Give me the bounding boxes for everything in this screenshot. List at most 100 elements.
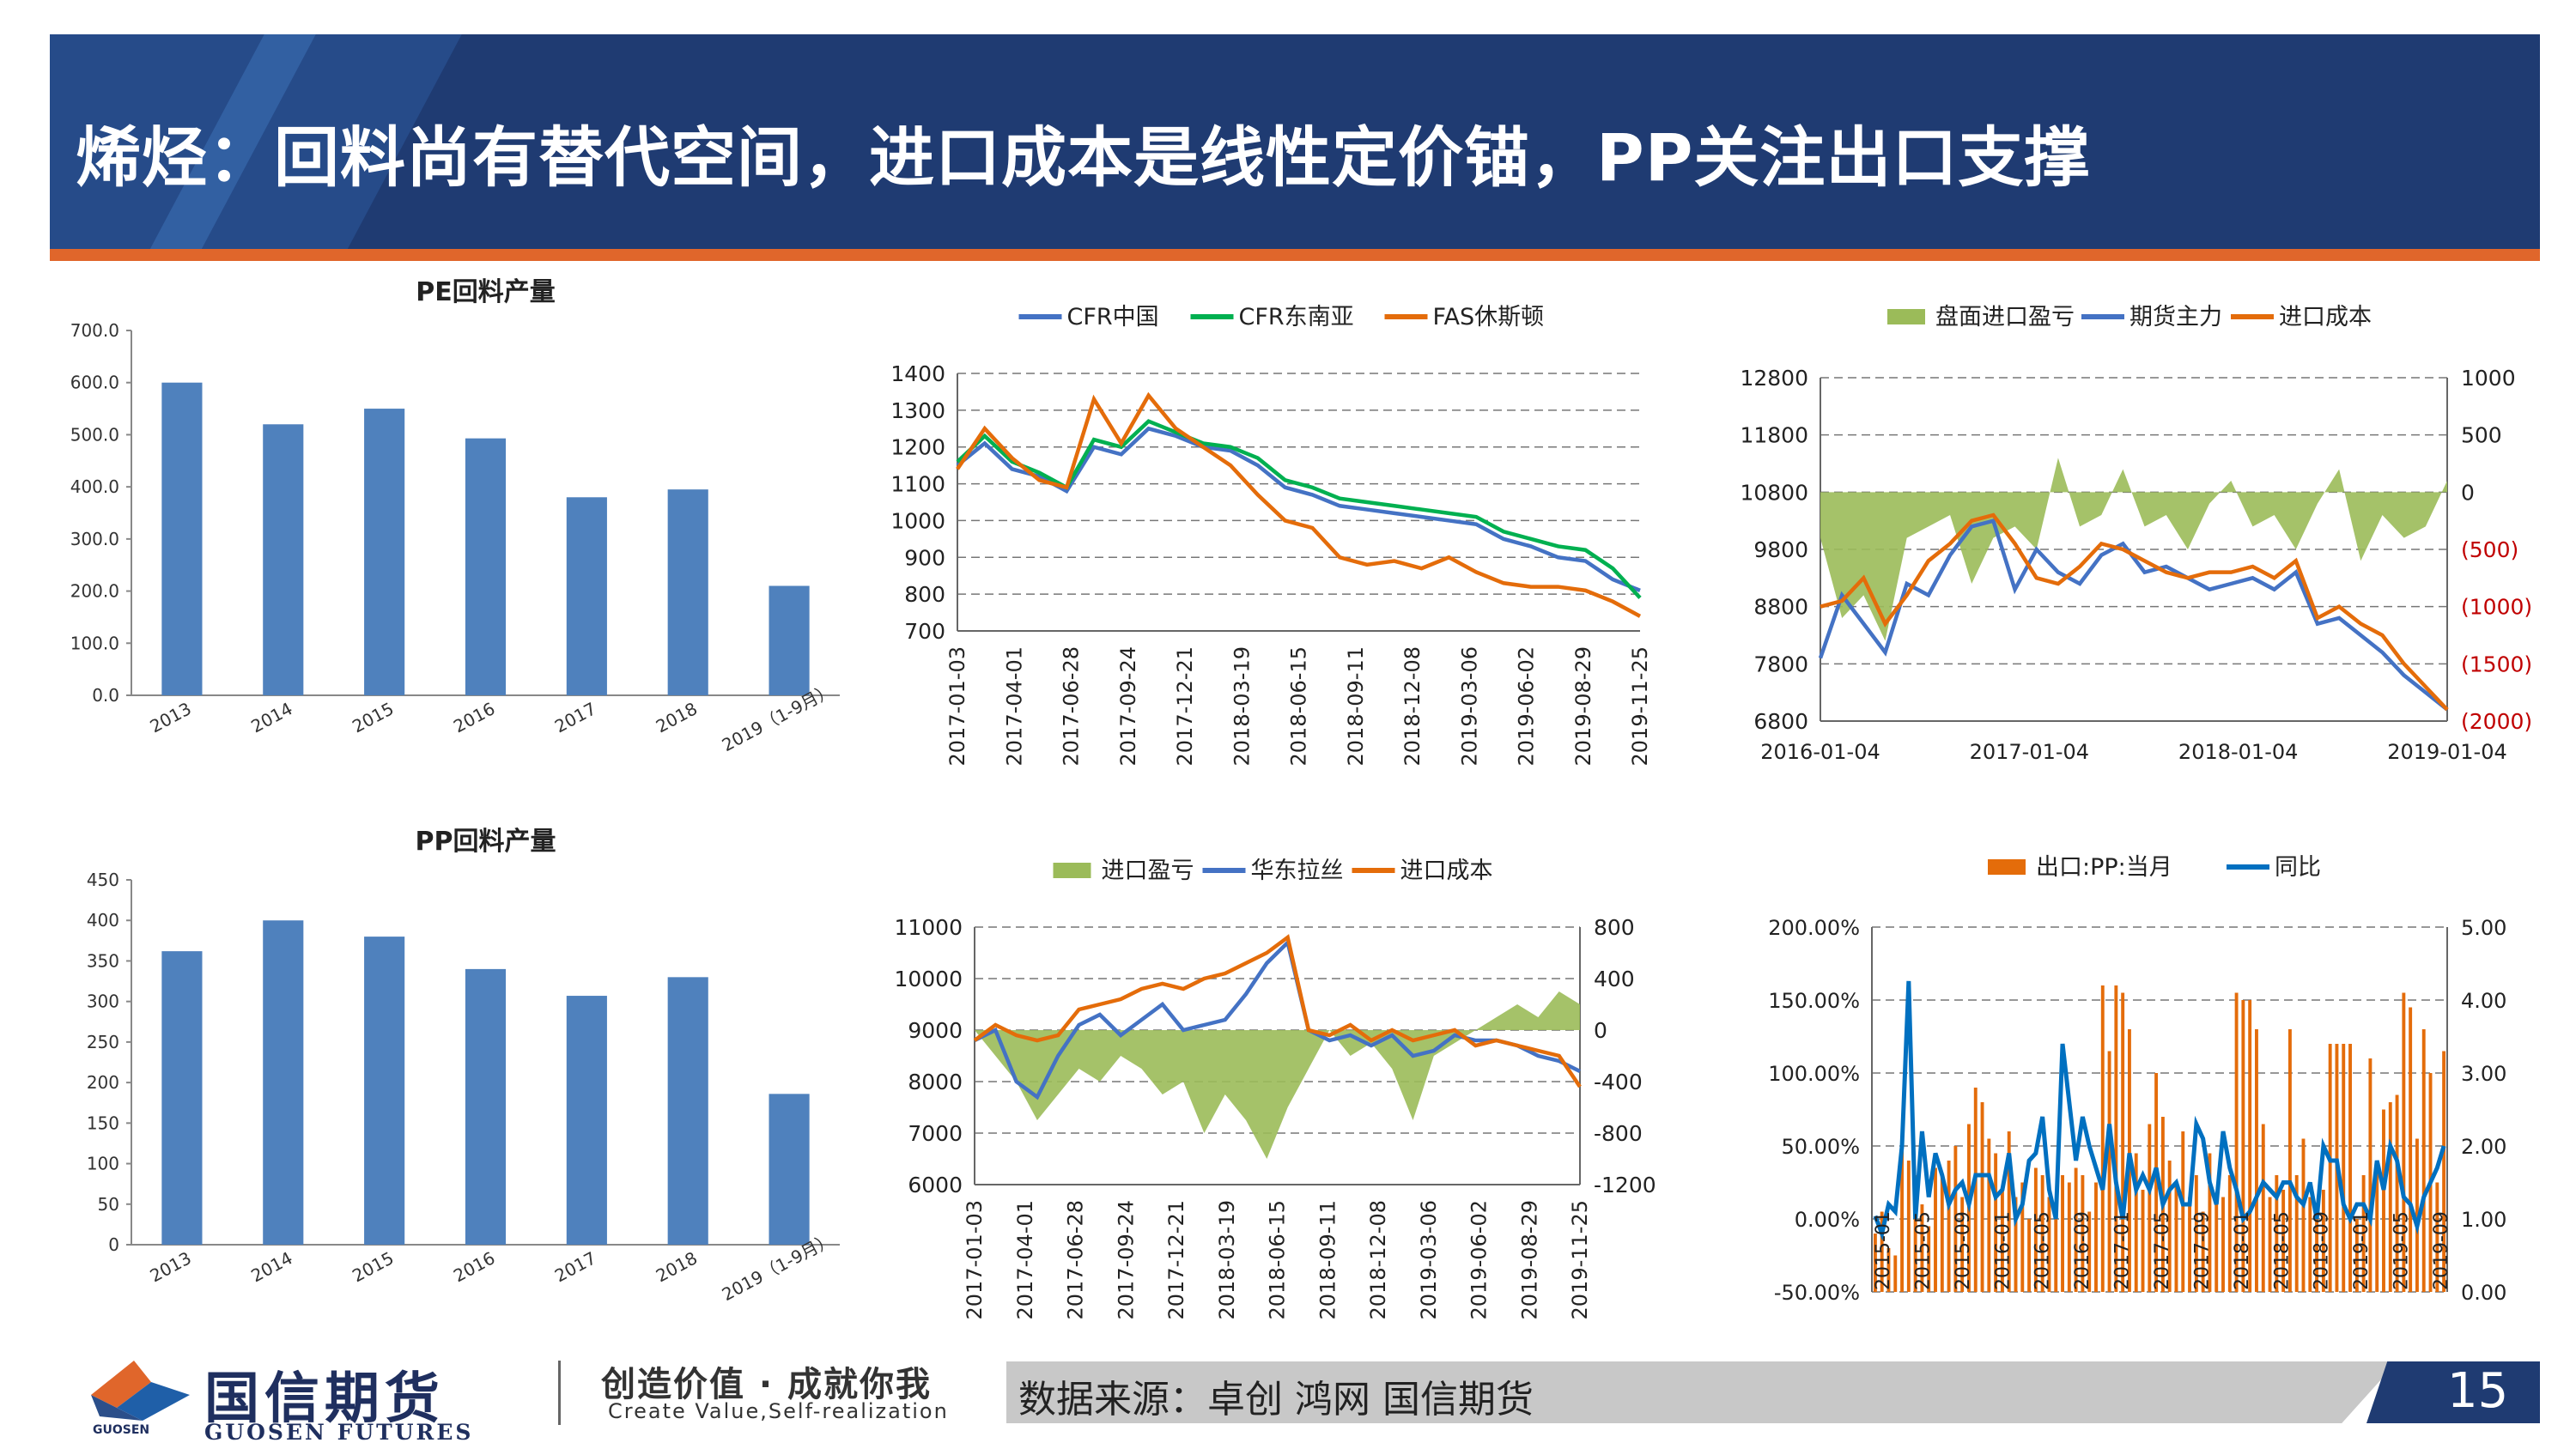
y-tick-label: 100 bbox=[87, 1154, 119, 1174]
y-tick-label: 11000 bbox=[894, 915, 963, 940]
header-banner: 烯烃：回料尚有替代空间，进口成本是线性定价锚，PP关注出口支撑 bbox=[50, 34, 2540, 249]
bar bbox=[2194, 1175, 2198, 1292]
x-tick-label: 2019-08-29 bbox=[1571, 646, 1595, 766]
y2-tick-label: 2.00 bbox=[2461, 1135, 2506, 1159]
x-tick-label: 2017-01-03 bbox=[945, 646, 969, 766]
x-tick-label: 2018-12-08 bbox=[1400, 646, 1425, 766]
bar bbox=[2047, 1197, 2051, 1292]
y-tick-label: 400.0 bbox=[70, 476, 119, 497]
bar bbox=[2348, 1044, 2352, 1292]
page-number: 15 bbox=[2447, 1363, 2509, 1419]
legend-label: 进口盈亏 bbox=[1102, 858, 1194, 884]
y-tick-label: 8800 bbox=[1753, 595, 1808, 620]
y-tick-label: 0 bbox=[108, 1234, 119, 1255]
bar bbox=[2074, 1167, 2078, 1292]
x-tick-label: 2016-05 bbox=[2032, 1211, 2054, 1290]
page-title: 烯烃：回料尚有替代空间，进口成本是线性定价锚，PP关注出口支撑 bbox=[76, 119, 2091, 196]
x-tick-label: 2018-09-11 bbox=[1344, 646, 1368, 766]
y-tick-label: 900 bbox=[904, 545, 945, 570]
bar bbox=[2148, 1124, 2152, 1292]
x-tick-label: 2017-01-03 bbox=[963, 1200, 987, 1319]
legend-label: 出口:PP:当月 bbox=[2036, 854, 2172, 881]
x-tick-label: 2018 bbox=[653, 1247, 701, 1286]
y-tick-label: 100.0 bbox=[70, 633, 119, 653]
x-tick-label: 2017-09 bbox=[2191, 1211, 2213, 1290]
y-tick-label: 8000 bbox=[908, 1070, 963, 1094]
y2-tick-label: 800 bbox=[1594, 915, 1635, 940]
bar bbox=[2321, 1190, 2325, 1292]
bar bbox=[161, 951, 203, 1245]
bar bbox=[2121, 992, 2125, 1292]
y-tick-label: 1000 bbox=[890, 508, 945, 533]
x-tick-label: 2018 bbox=[653, 698, 701, 737]
source-bar bbox=[1006, 1361, 2397, 1423]
chart-pe-import-prices: 700 800 900 1000 1100 1200 1300 1400 2017-01-03 2… bbox=[867, 292, 1674, 790]
bar bbox=[161, 382, 203, 695]
x-tick-label: 2019-03-06 bbox=[1457, 646, 1481, 766]
x-tick-label: 2017-12-21 bbox=[1173, 646, 1197, 766]
y-tick-label: 10800 bbox=[1740, 480, 1808, 505]
bar bbox=[1920, 1204, 1924, 1292]
line-series-CFR东南亚 bbox=[956, 419, 1642, 599]
x-tick-label: 2017 bbox=[551, 698, 599, 737]
chart-svg: -50.00% 0.00% 50.00% 100.00% 150.00% 200.00% 0… bbox=[1768, 854, 2506, 1305]
x-tick-label: 2014 bbox=[247, 698, 295, 737]
y-tick-label: 200.00% bbox=[1768, 916, 1860, 940]
bar bbox=[667, 977, 708, 1245]
y2-tick-label: (500) bbox=[2461, 537, 2518, 562]
y-tick-label: 600.0 bbox=[70, 373, 119, 393]
bar bbox=[2201, 1211, 2205, 1292]
chart-title: PP回料产量 bbox=[416, 827, 556, 857]
legend-label: 同比 bbox=[2275, 854, 2321, 881]
bar bbox=[2261, 1124, 2265, 1292]
bar bbox=[2040, 1175, 2044, 1292]
bar bbox=[2000, 1190, 2004, 1292]
chart-svg: PP回料产量 0 50 100 150 200 250 300 350 400 450 2013 201… bbox=[87, 827, 840, 1305]
x-tick-label: 2019-01 bbox=[2351, 1211, 2372, 1290]
x-tick-label: 2018-05 bbox=[2271, 1211, 2293, 1290]
bar bbox=[2054, 1204, 2058, 1292]
legend-label: CFR中国 bbox=[1067, 304, 1159, 330]
x-tick-label: 2013 bbox=[147, 698, 195, 737]
bar bbox=[1994, 1153, 1998, 1292]
bar bbox=[364, 937, 405, 1245]
bar bbox=[2167, 1161, 2172, 1292]
x-tick-label: 2016-01 bbox=[1992, 1211, 2014, 1290]
y2-tick-label: (2000) bbox=[2461, 709, 2532, 734]
chart-pp-import-profit: 6000 7000 8000 9000 10000 11000 -1200 -800 -400 0… bbox=[867, 846, 1674, 1335]
bar bbox=[2087, 1211, 2092, 1292]
y-tick-label: 400 bbox=[87, 910, 119, 931]
x-tick-label: 2018-09 bbox=[2312, 1211, 2333, 1290]
x-tick-label: 2016-01-04 bbox=[1760, 740, 1880, 764]
chart-svg: PE回料产量 0.0 100.0 200.0 300.0 400.0 500.0 600.0 7… bbox=[70, 277, 840, 755]
legend-swatch bbox=[1053, 863, 1091, 878]
y-tick-label: 450 bbox=[87, 870, 119, 890]
bar bbox=[2375, 1161, 2379, 1292]
bar bbox=[2107, 1051, 2111, 1292]
bar bbox=[2007, 1131, 2011, 1292]
x-tick-label: 2015-01 bbox=[1873, 1211, 1894, 1290]
bar bbox=[1980, 1102, 1984, 1292]
line-series-FAS休斯顿 bbox=[956, 391, 1642, 618]
bar bbox=[2409, 1007, 2413, 1292]
y2-tick-label: (1500) bbox=[2461, 652, 2532, 676]
legend-label: 盘面进口盈亏 bbox=[1935, 304, 2075, 330]
bar bbox=[2354, 1219, 2359, 1292]
y2-tick-label: -1200 bbox=[1594, 1173, 1656, 1197]
y-tick-label: 7000 bbox=[908, 1121, 963, 1146]
bar bbox=[1873, 1234, 1877, 1292]
y-tick-label: 700.0 bbox=[70, 320, 119, 341]
bar bbox=[1900, 1146, 1905, 1292]
bar bbox=[1987, 1138, 1991, 1292]
x-tick-label: 2017-06-28 bbox=[1060, 646, 1084, 766]
x-tick-label: 2017-01 bbox=[2112, 1211, 2134, 1290]
bar bbox=[1880, 1211, 1884, 1292]
bar bbox=[2094, 1182, 2098, 1292]
legend-label: 华东拉丝 bbox=[1251, 858, 1344, 884]
x-tick-label: 2018-12-08 bbox=[1366, 1200, 1390, 1319]
x-tick-label: 2018-01-04 bbox=[2178, 740, 2298, 764]
x-tick-label: 2017-06-28 bbox=[1064, 1200, 1088, 1319]
y-tick-label: 9800 bbox=[1753, 537, 1808, 562]
bar bbox=[2421, 1029, 2426, 1292]
x-tick-label: 2015 bbox=[349, 698, 397, 737]
